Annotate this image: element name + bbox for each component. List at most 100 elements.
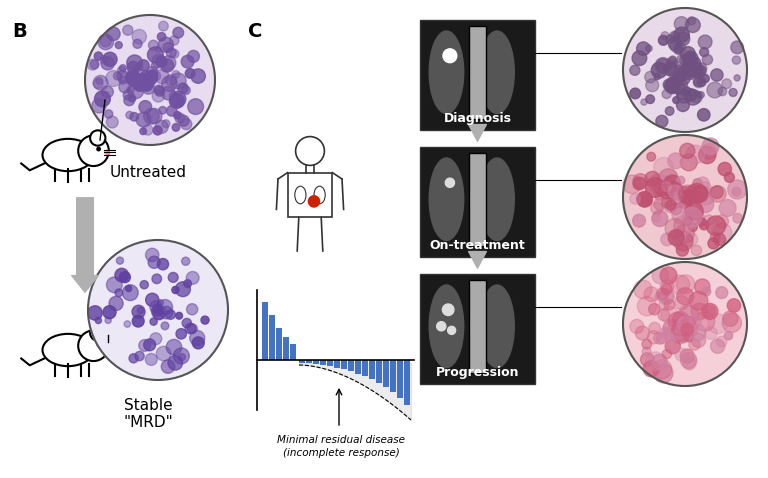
Circle shape [654, 198, 666, 210]
Circle shape [719, 199, 736, 217]
Circle shape [691, 92, 702, 103]
Circle shape [119, 81, 131, 93]
Circle shape [718, 87, 727, 96]
Circle shape [126, 72, 133, 79]
Circle shape [655, 58, 671, 74]
Circle shape [652, 267, 669, 284]
Circle shape [694, 69, 702, 78]
Circle shape [152, 305, 166, 320]
Circle shape [687, 17, 696, 25]
Circle shape [662, 182, 671, 192]
Circle shape [674, 17, 689, 31]
FancyBboxPatch shape [355, 360, 361, 373]
Circle shape [689, 291, 708, 310]
Circle shape [659, 169, 678, 188]
FancyBboxPatch shape [383, 360, 389, 387]
Circle shape [694, 211, 704, 222]
Circle shape [662, 349, 671, 358]
Circle shape [140, 77, 153, 91]
Circle shape [655, 292, 664, 301]
Circle shape [157, 259, 169, 270]
Circle shape [689, 325, 706, 341]
Circle shape [154, 309, 164, 319]
Circle shape [680, 352, 697, 369]
Circle shape [115, 268, 128, 282]
Circle shape [176, 312, 183, 319]
Circle shape [680, 305, 699, 325]
Circle shape [683, 63, 697, 76]
Circle shape [681, 323, 694, 336]
Circle shape [172, 71, 180, 78]
Circle shape [691, 245, 702, 256]
Circle shape [676, 32, 690, 46]
Circle shape [135, 80, 145, 90]
Circle shape [683, 51, 698, 66]
Circle shape [667, 175, 677, 185]
Circle shape [101, 86, 114, 98]
Circle shape [138, 60, 149, 71]
Circle shape [637, 42, 650, 55]
Circle shape [660, 267, 677, 284]
Circle shape [152, 274, 161, 283]
Circle shape [623, 8, 747, 132]
Circle shape [161, 360, 175, 373]
Circle shape [702, 54, 713, 65]
Circle shape [167, 48, 176, 58]
Circle shape [647, 152, 656, 161]
Circle shape [623, 135, 747, 259]
Circle shape [151, 71, 161, 81]
Circle shape [142, 72, 157, 86]
FancyBboxPatch shape [404, 360, 410, 405]
Circle shape [733, 214, 743, 223]
Circle shape [129, 354, 138, 363]
Circle shape [655, 192, 663, 200]
Circle shape [660, 327, 672, 338]
Circle shape [175, 113, 185, 123]
Circle shape [723, 311, 738, 326]
FancyBboxPatch shape [397, 360, 403, 398]
FancyBboxPatch shape [299, 360, 305, 363]
Circle shape [127, 73, 140, 85]
Circle shape [168, 356, 183, 370]
Circle shape [670, 203, 682, 215]
Circle shape [185, 69, 195, 78]
Circle shape [157, 33, 166, 41]
Circle shape [170, 91, 186, 107]
Circle shape [150, 333, 162, 345]
Circle shape [661, 197, 671, 207]
Circle shape [685, 53, 695, 63]
Circle shape [713, 233, 726, 245]
Circle shape [689, 327, 697, 336]
Circle shape [685, 190, 694, 200]
Circle shape [170, 36, 179, 45]
Circle shape [684, 89, 697, 101]
Circle shape [85, 15, 215, 145]
Circle shape [127, 72, 138, 83]
Circle shape [684, 232, 697, 246]
Circle shape [105, 317, 111, 324]
Circle shape [680, 191, 694, 205]
Circle shape [166, 339, 182, 355]
Circle shape [659, 289, 674, 304]
Circle shape [694, 69, 703, 78]
Circle shape [669, 56, 677, 64]
Circle shape [665, 78, 680, 94]
Circle shape [681, 321, 696, 336]
Circle shape [694, 78, 702, 87]
Circle shape [693, 179, 702, 188]
Ellipse shape [429, 285, 464, 368]
Circle shape [677, 305, 697, 325]
Circle shape [93, 78, 103, 88]
Ellipse shape [42, 334, 94, 366]
Circle shape [623, 262, 747, 386]
Circle shape [105, 345, 109, 349]
Circle shape [630, 319, 644, 333]
Circle shape [685, 61, 697, 74]
Circle shape [124, 321, 131, 327]
Circle shape [674, 83, 685, 95]
Circle shape [437, 322, 446, 331]
Circle shape [159, 21, 168, 31]
Circle shape [661, 32, 669, 40]
Circle shape [161, 59, 174, 72]
Circle shape [151, 62, 159, 70]
